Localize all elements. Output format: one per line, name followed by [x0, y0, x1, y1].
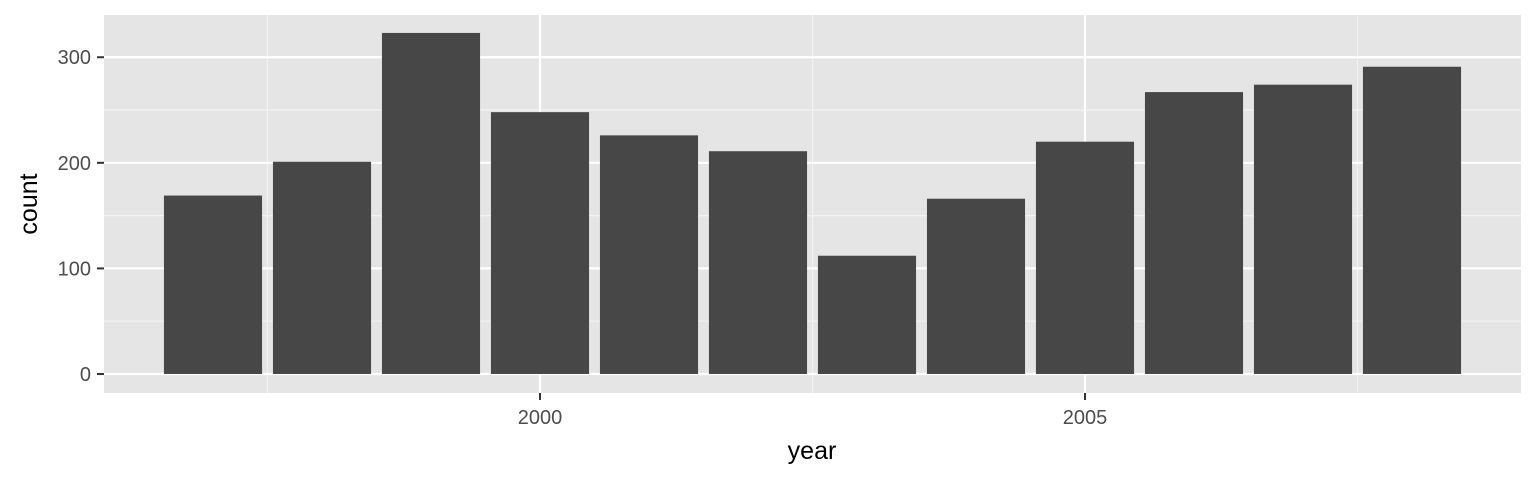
y-axis-title: count [15, 173, 43, 234]
x-axis-title: year [788, 437, 837, 465]
y-axis-ticks: 0 100 200 300 [58, 47, 104, 386]
bar-1997 [163, 195, 263, 374]
x-tick-label: 2005 [1063, 407, 1108, 429]
bar-2008 [1362, 66, 1462, 374]
x-axis-ticks: 2000 2005 [518, 393, 1108, 429]
bar-2007 [1253, 84, 1353, 374]
bar-2005 [1035, 141, 1135, 374]
bar-2002 [708, 151, 808, 374]
bar-2001 [599, 135, 699, 374]
bar-2000 [490, 112, 590, 374]
bar-1998 [272, 161, 372, 374]
bar-1999 [381, 32, 481, 374]
y-tick-label: 0 [80, 364, 91, 386]
y-tick-label: 100 [58, 258, 91, 280]
bar-2003 [817, 255, 917, 374]
bar-2004 [926, 198, 1026, 374]
x-tick-label: 2000 [518, 407, 563, 429]
y-tick-label: 300 [58, 47, 91, 69]
y-tick-label: 200 [58, 153, 91, 175]
bars [163, 32, 1462, 374]
bar-2006 [1144, 92, 1244, 374]
